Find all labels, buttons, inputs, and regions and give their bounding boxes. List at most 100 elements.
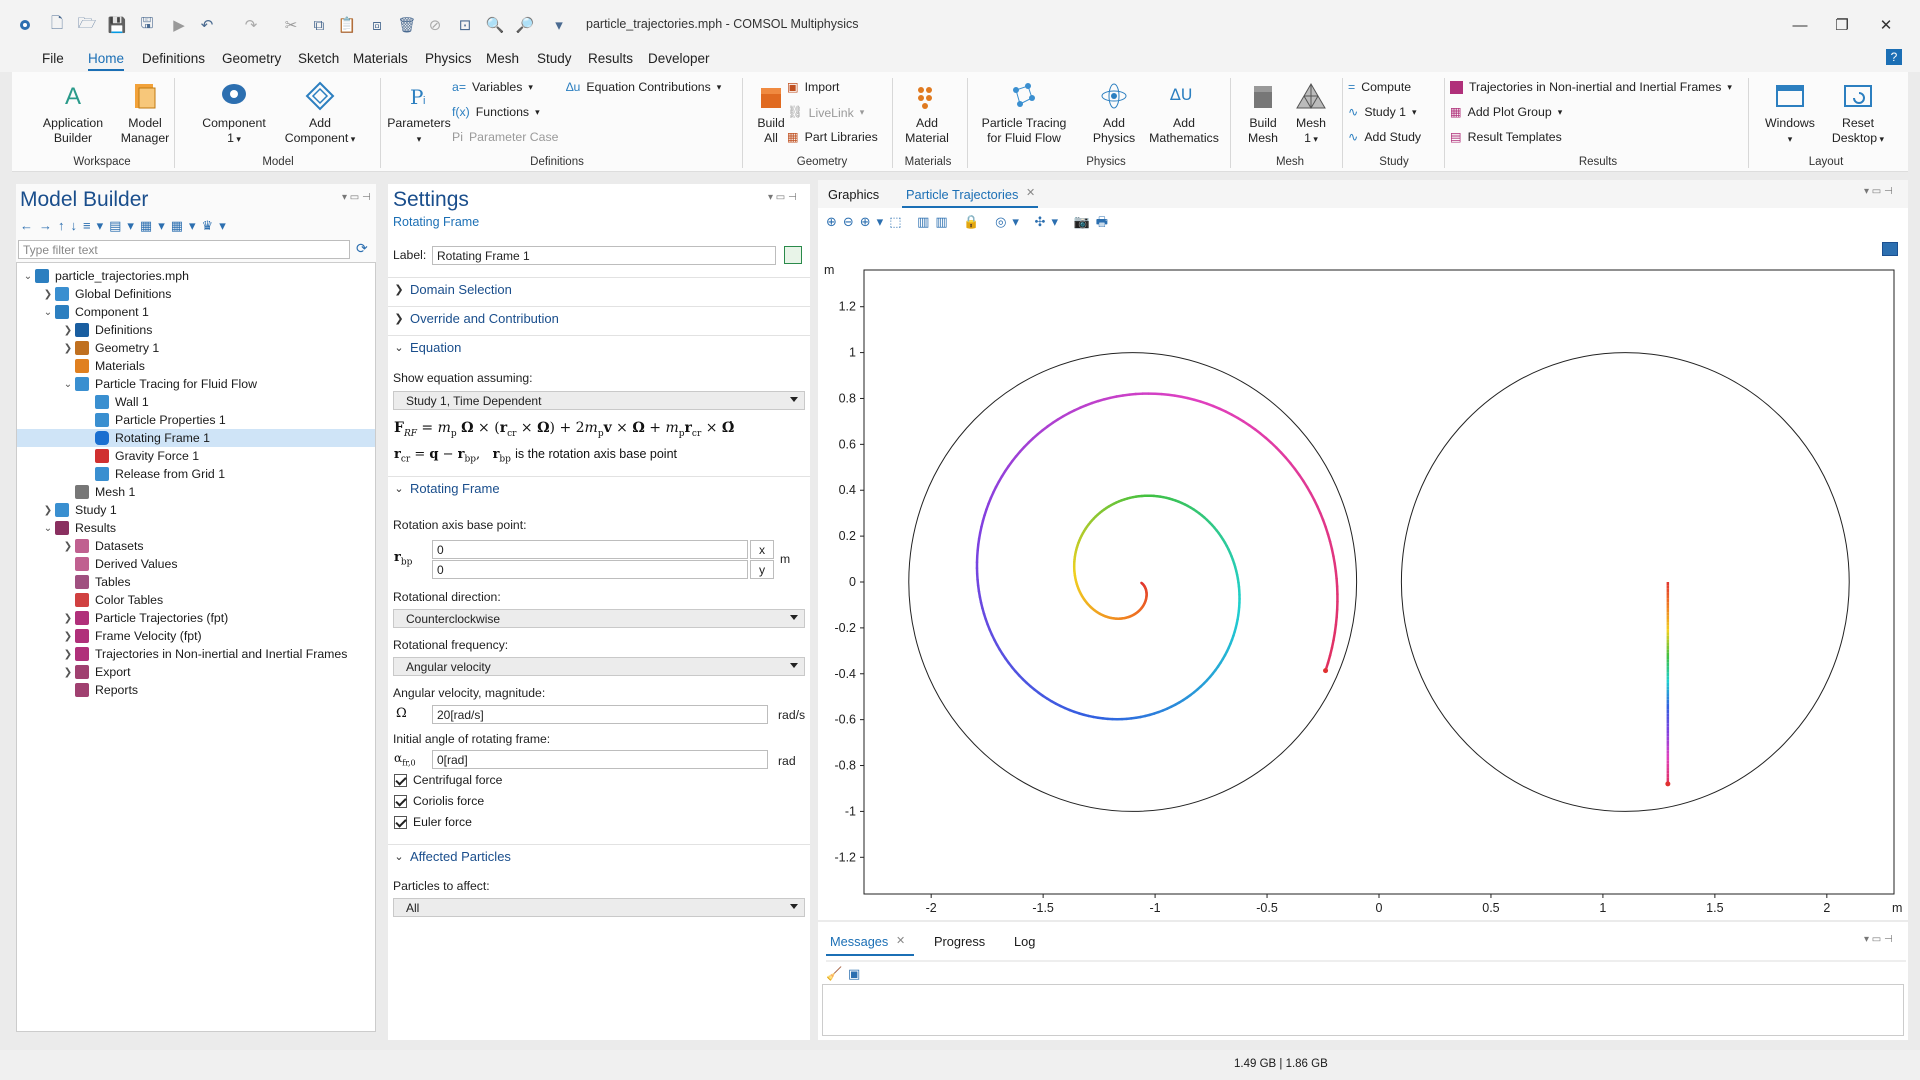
refresh-icon[interactable]: ⟳ — [356, 240, 368, 256]
duplicate-icon[interactable]: ⧈ — [372, 16, 382, 34]
chevron-right-icon[interactable]: ❯ — [63, 648, 73, 660]
tree-item[interactable]: ❯ Global Definitions — [17, 285, 375, 303]
tree-item[interactable]: Color Tables — [17, 591, 375, 609]
settings-panel-menu-icon[interactable]: ▾ ▭ ⊣ — [768, 192, 797, 203]
chevron-right-icon[interactable]: ❯ — [63, 666, 73, 678]
customize-toolbar-icon[interactable]: ▾ — [555, 17, 563, 34]
restore-icon[interactable]: ❐ — [1835, 17, 1849, 34]
application-builder-button[interactable]: A Application Builder — [28, 80, 118, 146]
menu-developer[interactable]: Developer — [648, 51, 710, 66]
chevron-down-icon[interactable]: ⌄ — [63, 378, 73, 390]
graphics-panel-menu-icon[interactable]: ▾ ▭ ⊣ — [1864, 186, 1893, 197]
messages-panel-menu-icon[interactable]: ▾ ▭ ⊣ — [1864, 934, 1893, 945]
section-rotating-frame[interactable]: ⌄ Rotating Frame — [388, 476, 810, 500]
angular-velocity-input[interactable]: 20[rad/s] — [432, 705, 768, 724]
section-equation[interactable]: ⌄ Equation — [388, 335, 810, 359]
menu-sketch[interactable]: Sketch — [298, 51, 340, 66]
model-manager-button[interactable]: Model Manager — [112, 80, 178, 146]
panel-menu-icon[interactable]: ▾ ▭ ⊣ — [342, 192, 371, 203]
tree-item[interactable]: Tables — [17, 573, 375, 591]
search-node-icon[interactable]: 🔎 — [515, 17, 535, 34]
rotational-direction-select[interactable]: Counterclockwise — [393, 609, 805, 628]
menu-study[interactable]: Study — [537, 51, 572, 66]
clear-messages-icon[interactable]: 🧹 — [826, 966, 843, 981]
tree-item[interactable]: Particle Properties 1 — [17, 411, 375, 429]
save-icon[interactable]: 💾 — [107, 17, 127, 34]
equation-contributions-button[interactable]: ∆u Equation Contributions ▾ — [566, 80, 722, 94]
import-button[interactable]: ▣ Import — [787, 80, 840, 94]
study-1-button[interactable]: ∿ Study 1 ▾ — [1348, 105, 1417, 119]
copy-icon[interactable]: ⧉ — [313, 16, 325, 34]
chevron-right-icon[interactable]: ❯ — [63, 342, 73, 354]
show-equation-select[interactable]: Study 1, Time Dependent — [393, 391, 805, 410]
scene-light-icon[interactable] — [1882, 242, 1898, 256]
chevron-down-icon[interactable]: ⌄ — [43, 306, 53, 318]
section-override[interactable]: ❯ Override and Contribution — [388, 306, 810, 330]
windows-button[interactable]: Windows ▾ — [1750, 80, 1830, 147]
reset-desktop-button[interactable]: Reset Desktop ▾ — [1818, 80, 1898, 147]
chevron-down-icon[interactable]: ⌄ — [43, 522, 53, 534]
menu-mesh[interactable]: Mesh — [486, 51, 520, 66]
tree-item[interactable]: ⌄ Particle Tracing for Fluid Flow — [17, 375, 375, 393]
parameter-case-button[interactable]: Pi Parameter Case — [452, 130, 559, 144]
cut-icon[interactable]: ✂ — [284, 17, 298, 34]
section-affected-particles[interactable]: ⌄ Affected Particles — [388, 844, 810, 868]
plot-group-selector[interactable]: Trajectories in Non-inertial and Inertia… — [1450, 80, 1732, 94]
base-point-y-input[interactable]: 0 — [432, 560, 748, 579]
find-icon[interactable]: 🔍 — [485, 17, 505, 34]
functions-button[interactable]: f(x) Functions ▾ — [452, 105, 540, 119]
tab-log[interactable]: Log — [1014, 934, 1036, 949]
tree-item[interactable]: ❯ Trajectories in Non-inertial and Inerti… — [17, 645, 375, 663]
result-templates-button[interactable]: ▤ Result Templates — [1450, 130, 1562, 144]
chevron-right-icon[interactable]: ❯ — [63, 324, 73, 336]
tree-item[interactable]: ❯ Geometry 1 — [17, 339, 375, 357]
chevron-right-icon[interactable]: ❯ — [63, 612, 73, 624]
new-file-icon[interactable]: 🗋 — [50, 14, 64, 32]
enable-icon[interactable]: ⊡ — [458, 17, 472, 34]
chevron-right-icon[interactable]: ❯ — [63, 540, 73, 552]
section-domain-selection[interactable]: ❯ Domain Selection — [388, 277, 810, 301]
tree-item[interactable]: ❯ Study 1 — [17, 501, 375, 519]
chevron-right-icon[interactable]: ❯ — [43, 288, 53, 300]
menu-geometry[interactable]: Geometry — [222, 51, 282, 66]
menu-definitions[interactable]: Definitions — [142, 51, 206, 66]
rotational-frequency-select[interactable]: Angular velocity — [393, 657, 805, 676]
build-all-button[interactable]: Build All — [746, 80, 796, 146]
compute-button[interactable]: = Compute — [1348, 80, 1412, 94]
tree-item[interactable]: ⌄ Results — [17, 519, 375, 537]
tree-item[interactable]: ❯ Export — [17, 663, 375, 681]
label-edit-icon[interactable] — [784, 246, 802, 264]
centrifugal-checkbox[interactable]: Centrifugal force — [394, 773, 502, 787]
help-icon[interactable]: ? — [1886, 49, 1902, 65]
part-libraries-button[interactable]: ▦ Part Libraries — [787, 130, 878, 144]
add-physics-button[interactable]: Add Physics — [1086, 80, 1142, 146]
tree-item[interactable]: Wall 1 — [17, 393, 375, 411]
menu-home[interactable]: Home — [88, 51, 125, 71]
add-material-button[interactable]: Add Material — [892, 80, 962, 146]
tab-progress[interactable]: Progress — [934, 934, 986, 949]
variables-button[interactable]: a= Variables ▾ — [452, 80, 533, 94]
tree-item[interactable]: ❯ Frame Velocity (fpt) — [17, 627, 375, 645]
model-builder-toolbar[interactable]: ←→↑↓≡▾▤▾▦▾▦▾♛▾ — [20, 218, 232, 233]
close-messages-tab-icon[interactable]: ✕ — [896, 935, 906, 947]
tree-item[interactable]: ❯ Particle Trajectories (fpt) — [17, 609, 375, 627]
tree-item[interactable]: Derived Values — [17, 555, 375, 573]
menu-physics[interactable]: Physics — [425, 51, 472, 66]
tree-item[interactable]: Rotating Frame 1 — [17, 429, 375, 447]
save-as-icon[interactable]: 🖫 — [140, 14, 154, 32]
open-folder-icon[interactable]: 🗁 — [77, 14, 97, 32]
graphics-toolbar[interactable]: ⊕⊖⊕▾⬚ ▥▥ 🔒 ◎▾ ✣▾ 📷🖶 — [826, 214, 1115, 229]
livelink-button[interactable]: ⛓ LiveLink ▾ — [787, 105, 865, 120]
minimize-icon[interactable]: — — [1792, 16, 1808, 34]
component-button[interactable]: Component 1 ▾ — [184, 80, 284, 147]
euler-checkbox[interactable]: Euler force — [394, 815, 472, 829]
tab-particle-trajectories[interactable]: Particle Trajectories — [906, 187, 1019, 202]
tree-item[interactable]: ❯ Definitions — [17, 321, 375, 339]
menu-results[interactable]: Results — [588, 51, 634, 66]
delete-icon[interactable]: 🗑 — [397, 17, 417, 34]
undo-icon[interactable]: ↶ — [200, 17, 214, 34]
chevron-right-icon[interactable]: ❯ — [63, 630, 73, 642]
mesh-1-button[interactable]: Mesh 1 ▾ — [1286, 80, 1336, 147]
add-plot-group-button[interactable]: ▦ Add Plot Group ▾ — [1450, 105, 1563, 119]
label-field[interactable]: Rotating Frame 1 — [432, 246, 776, 265]
